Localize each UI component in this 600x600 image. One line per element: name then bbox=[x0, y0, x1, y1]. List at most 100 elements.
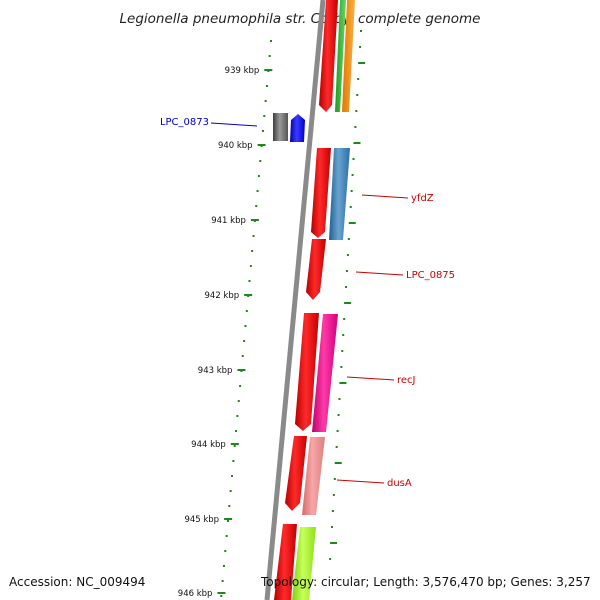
inner-scale-dot bbox=[330, 542, 338, 544]
inner-scale-dot bbox=[334, 462, 342, 464]
gene-top-orange[interactable] bbox=[342, 0, 355, 112]
inner-scale-dot bbox=[346, 254, 349, 256]
inner-scale-dot bbox=[336, 430, 339, 432]
scale-dot bbox=[257, 175, 260, 177]
scale-dot bbox=[251, 250, 254, 252]
gene-cds-top-red[interactable] bbox=[319, 0, 338, 112]
gene-cds-red-2[interactable] bbox=[295, 313, 319, 431]
inner-scale-dot bbox=[351, 174, 354, 176]
label-line-lpc0873 bbox=[210, 122, 258, 127]
inner-scale-dot bbox=[360, 30, 362, 32]
scale-dot bbox=[228, 505, 231, 507]
kbp-tick-label: 944 kbp bbox=[191, 440, 226, 450]
scale-dot bbox=[232, 460, 235, 462]
kbp-tick-label: 939 kbp bbox=[225, 66, 260, 76]
topology-text: Topology: circular; Length: 3,576,470 bp… bbox=[261, 575, 591, 589]
inner-scale-dot bbox=[357, 78, 360, 80]
scale-dot bbox=[245, 310, 248, 312]
scale-dot bbox=[220, 595, 223, 597]
inner-scale-dot bbox=[339, 382, 347, 384]
gene-recj[interactable] bbox=[312, 314, 338, 432]
gene-labels[interactable]: LPC_0873 yfdZ LPC_0875 recJ dusA bbox=[160, 117, 455, 489]
inner-scale-dot bbox=[354, 126, 357, 128]
inner-scale-dot bbox=[352, 158, 355, 160]
genome-backbone bbox=[264, 0, 326, 600]
kbp-tick-label: 941 kbp bbox=[211, 216, 246, 226]
inner-scale-dot bbox=[349, 206, 352, 208]
label-dusa[interactable]: dusA bbox=[387, 478, 412, 489]
scale-dot bbox=[255, 205, 258, 207]
inner-scale-dot bbox=[341, 350, 344, 352]
label-lpc0875[interactable]: LPC_0875 bbox=[406, 270, 455, 281]
gene-bottom-lime[interactable] bbox=[292, 527, 316, 600]
map-title: Legionella pneumophila str. Corby, compl… bbox=[120, 11, 481, 27]
scale-dot bbox=[221, 580, 224, 582]
inner-scale-dot bbox=[359, 46, 362, 48]
label-recj[interactable]: recJ bbox=[397, 375, 416, 386]
scale-dot bbox=[256, 190, 259, 192]
scale-dot bbox=[225, 535, 228, 537]
kbp-tick-label: 943 kbp bbox=[198, 366, 233, 376]
gene-features[interactable] bbox=[273, 0, 355, 600]
scale-dot bbox=[265, 85, 268, 87]
kbp-tick-label: 945 kbp bbox=[184, 515, 219, 525]
scale-dot bbox=[252, 235, 255, 237]
scale-dot bbox=[236, 415, 239, 417]
label-lpc0873[interactable]: LPC_0873 bbox=[160, 117, 209, 128]
inner-scale-dot bbox=[329, 558, 332, 560]
gene-lpc0873-gray[interactable] bbox=[273, 113, 288, 141]
scale-dot bbox=[259, 160, 262, 162]
inner-tick-dots bbox=[329, 30, 366, 560]
gene-cds-red-1[interactable] bbox=[311, 148, 331, 238]
label-line-yfdz bbox=[361, 194, 409, 199]
inner-scale-dot bbox=[332, 494, 335, 496]
scale-dot bbox=[249, 265, 252, 267]
inner-scale-dot bbox=[338, 398, 341, 400]
scale-dot bbox=[243, 340, 246, 342]
kbp-tick-label: 946 kbp bbox=[178, 589, 213, 599]
scale-dot bbox=[224, 550, 227, 552]
label-line-recj bbox=[346, 376, 395, 381]
scale-dot bbox=[248, 280, 251, 282]
inner-scale-dot bbox=[343, 318, 346, 320]
label-line-dusa bbox=[336, 479, 385, 484]
gene-cds-red-4[interactable] bbox=[274, 524, 297, 600]
scale-dot bbox=[268, 55, 271, 57]
scale-dot bbox=[226, 520, 229, 522]
inner-scale-dot bbox=[337, 414, 340, 416]
inner-scale-dot bbox=[335, 446, 338, 448]
gene-dusa[interactable] bbox=[302, 437, 325, 515]
gene-top-green[interactable] bbox=[335, 0, 346, 112]
scale-dot bbox=[233, 445, 236, 447]
scale-dot bbox=[263, 115, 266, 117]
kbp-tick-label: 942 kbp bbox=[205, 291, 240, 301]
inner-scale-dot bbox=[340, 366, 343, 368]
inner-scale-dot bbox=[345, 286, 348, 288]
inner-scale-dot bbox=[355, 110, 358, 112]
gene-lpc0873-blue[interactable] bbox=[290, 114, 305, 142]
inner-scale-dot bbox=[330, 526, 333, 528]
gene-cds-red-3[interactable] bbox=[285, 436, 307, 511]
scale-dot bbox=[222, 565, 225, 567]
scale-dot bbox=[229, 490, 232, 492]
gene-lpc0875[interactable] bbox=[306, 239, 326, 300]
inner-scale-dot bbox=[358, 62, 366, 64]
kbp-ticks: 939 kbp 940 kbp 941 kbp 942 kbp 943 kbp 944 k… bbox=[178, 66, 273, 599]
inner-scale-dot bbox=[331, 510, 334, 512]
inner-scale-dot bbox=[344, 302, 352, 304]
kbp-tick-label: 940 kbp bbox=[218, 141, 253, 151]
scale-dot bbox=[237, 400, 240, 402]
inner-scale-dot bbox=[333, 478, 336, 480]
scale-dot bbox=[239, 385, 242, 387]
scale-dot bbox=[261, 130, 264, 132]
scale-dot bbox=[270, 40, 272, 42]
inner-scale-dot bbox=[356, 94, 359, 96]
label-yfdz[interactable]: yfdZ bbox=[411, 193, 434, 204]
inner-scale-dot bbox=[350, 190, 353, 192]
scale-dot bbox=[241, 355, 244, 357]
label-line-lpc0875 bbox=[355, 271, 404, 276]
inner-scale-dot bbox=[353, 142, 361, 144]
gene-yfdz[interactable] bbox=[329, 148, 350, 240]
scale-dot bbox=[244, 325, 247, 327]
